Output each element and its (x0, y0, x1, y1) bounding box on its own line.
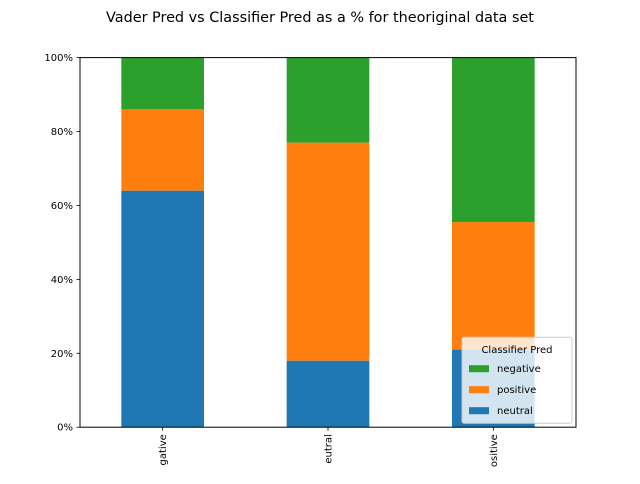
bar-segment-neutral-neutral (286, 360, 370, 428)
y-tick-label: 0% (57, 423, 73, 434)
x-tick-label-neutral: eutral (324, 434, 335, 463)
legend-label-negative: negative (497, 364, 541, 375)
y-tick-label: 80% (51, 127, 73, 138)
bars-layer (121, 57, 535, 428)
bar-segment-positive-positive (452, 222, 535, 350)
legend-label-positive: positive (497, 385, 536, 396)
chart-title: Vader Pred vs Classifier Pred as a % for… (106, 10, 534, 26)
y-tick-label: 60% (51, 201, 73, 212)
bar-segment-neutral-negative (121, 190, 204, 428)
bar-segment-negative-positive (452, 57, 535, 223)
bar-segment-positive-neutral (286, 142, 370, 361)
x-tick-label-negative: gative (158, 434, 169, 465)
y-axis: 0% 20% 40% 60% 80% 100% (44, 53, 80, 434)
legend: Classifier Pred negative positive neutral (461, 336, 573, 424)
legend-title: Classifier Pred (481, 345, 552, 356)
bar-segment-negative-negative (121, 57, 204, 110)
bar-segment-positive-negative (121, 109, 204, 191)
x-axis: gative eutral ositive (158, 427, 500, 467)
y-tick-label: 40% (51, 275, 73, 286)
legend-box (461, 336, 573, 424)
y-tick-label: 100% (44, 53, 73, 64)
legend-label-neutral: neutral (497, 406, 533, 417)
legend-swatch-positive (469, 386, 489, 394)
y-tick-label: 20% (51, 349, 73, 360)
bar-segment-negative-neutral (286, 57, 370, 143)
legend-swatch-neutral (469, 407, 489, 415)
x-tick-label-positive: ositive (489, 434, 500, 467)
legend-swatch-negative (469, 365, 489, 373)
